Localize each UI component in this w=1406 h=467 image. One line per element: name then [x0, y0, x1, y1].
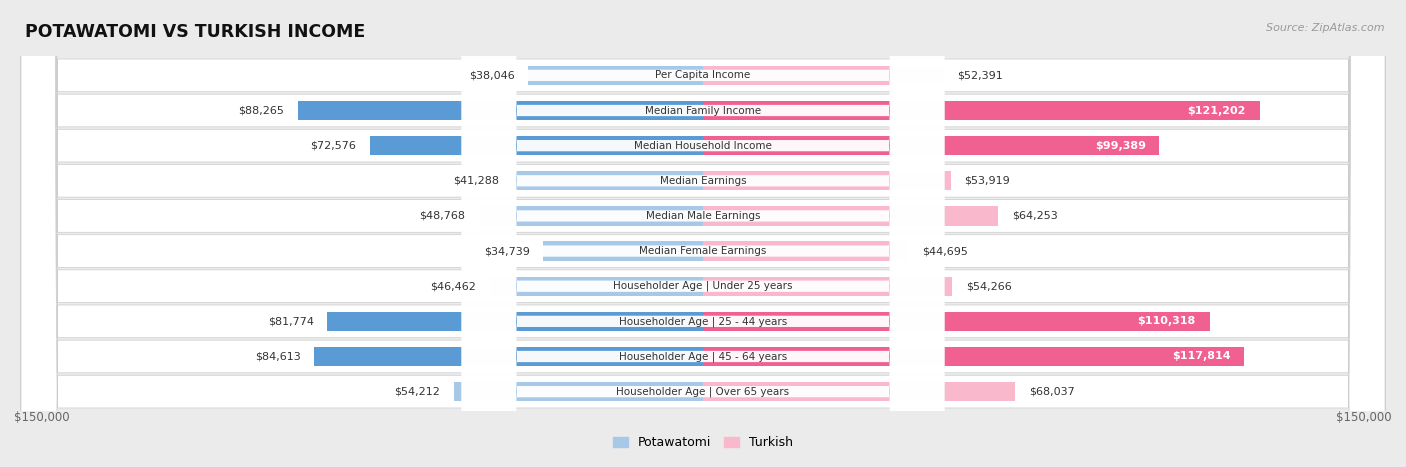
FancyBboxPatch shape	[461, 0, 945, 467]
FancyBboxPatch shape	[21, 0, 1385, 467]
Text: $38,046: $38,046	[468, 71, 515, 80]
Bar	[544, 241, 703, 261]
Text: Median Earnings: Median Earnings	[659, 176, 747, 186]
Legend: Potawatomi, Turkish: Potawatomi, Turkish	[607, 432, 799, 454]
Text: $150,000: $150,000	[14, 411, 70, 424]
FancyBboxPatch shape	[21, 0, 1385, 467]
Text: $54,266: $54,266	[966, 281, 1012, 291]
Bar	[703, 347, 1244, 366]
Bar	[298, 101, 703, 120]
Text: $64,253: $64,253	[1012, 211, 1057, 221]
FancyBboxPatch shape	[21, 0, 1385, 467]
Text: Median Family Income: Median Family Income	[645, 106, 761, 115]
Text: Householder Age | 45 - 64 years: Householder Age | 45 - 64 years	[619, 351, 787, 362]
Text: $68,037: $68,037	[1029, 387, 1076, 396]
FancyBboxPatch shape	[461, 0, 945, 467]
Text: Median Female Earnings: Median Female Earnings	[640, 246, 766, 256]
FancyBboxPatch shape	[461, 0, 945, 467]
Text: POTAWATOMI VS TURKISH INCOME: POTAWATOMI VS TURKISH INCOME	[25, 23, 366, 42]
Bar	[454, 382, 703, 401]
FancyBboxPatch shape	[461, 0, 945, 467]
Text: $54,212: $54,212	[394, 387, 440, 396]
FancyBboxPatch shape	[21, 0, 1385, 467]
FancyBboxPatch shape	[21, 0, 1385, 467]
Text: $99,389: $99,389	[1095, 141, 1146, 151]
FancyBboxPatch shape	[461, 0, 945, 467]
Bar	[479, 206, 703, 226]
Text: $88,265: $88,265	[238, 106, 284, 115]
Text: $150,000: $150,000	[1336, 411, 1392, 424]
Bar	[703, 171, 950, 191]
Bar	[703, 66, 943, 85]
Text: $84,613: $84,613	[254, 352, 301, 361]
FancyBboxPatch shape	[461, 0, 945, 467]
Text: $48,768: $48,768	[419, 211, 465, 221]
FancyBboxPatch shape	[21, 0, 1385, 467]
Bar	[529, 66, 703, 85]
Bar	[703, 311, 1209, 331]
Bar	[513, 171, 703, 191]
Text: Per Capita Income: Per Capita Income	[655, 71, 751, 80]
Text: Median Male Earnings: Median Male Earnings	[645, 211, 761, 221]
Text: $72,576: $72,576	[309, 141, 356, 151]
Text: $46,462: $46,462	[430, 281, 475, 291]
Bar	[703, 206, 998, 226]
Text: $121,202: $121,202	[1188, 106, 1246, 115]
Text: $52,391: $52,391	[957, 71, 1002, 80]
Bar	[703, 276, 952, 296]
FancyBboxPatch shape	[461, 0, 945, 467]
FancyBboxPatch shape	[461, 0, 945, 467]
Bar	[489, 276, 703, 296]
Text: Householder Age | Under 25 years: Householder Age | Under 25 years	[613, 281, 793, 291]
FancyBboxPatch shape	[21, 0, 1385, 467]
FancyBboxPatch shape	[21, 0, 1385, 467]
Text: $81,774: $81,774	[267, 316, 314, 326]
Text: Householder Age | Over 65 years: Householder Age | Over 65 years	[616, 386, 790, 397]
Bar	[703, 101, 1260, 120]
FancyBboxPatch shape	[21, 0, 1385, 467]
FancyBboxPatch shape	[461, 0, 945, 467]
Text: $44,695: $44,695	[922, 246, 967, 256]
Text: $53,919: $53,919	[965, 176, 1010, 186]
Text: $34,739: $34,739	[484, 246, 530, 256]
Bar	[315, 347, 703, 366]
FancyBboxPatch shape	[461, 0, 945, 467]
Text: Median Household Income: Median Household Income	[634, 141, 772, 151]
Text: Source: ZipAtlas.com: Source: ZipAtlas.com	[1267, 23, 1385, 33]
Bar	[703, 241, 908, 261]
FancyBboxPatch shape	[21, 0, 1385, 467]
Bar	[370, 136, 703, 156]
Text: Householder Age | 25 - 44 years: Householder Age | 25 - 44 years	[619, 316, 787, 326]
Text: $110,318: $110,318	[1137, 316, 1197, 326]
Bar	[328, 311, 703, 331]
Bar	[703, 136, 1160, 156]
Text: $117,814: $117,814	[1171, 352, 1230, 361]
Bar	[703, 382, 1015, 401]
Text: $41,288: $41,288	[454, 176, 499, 186]
